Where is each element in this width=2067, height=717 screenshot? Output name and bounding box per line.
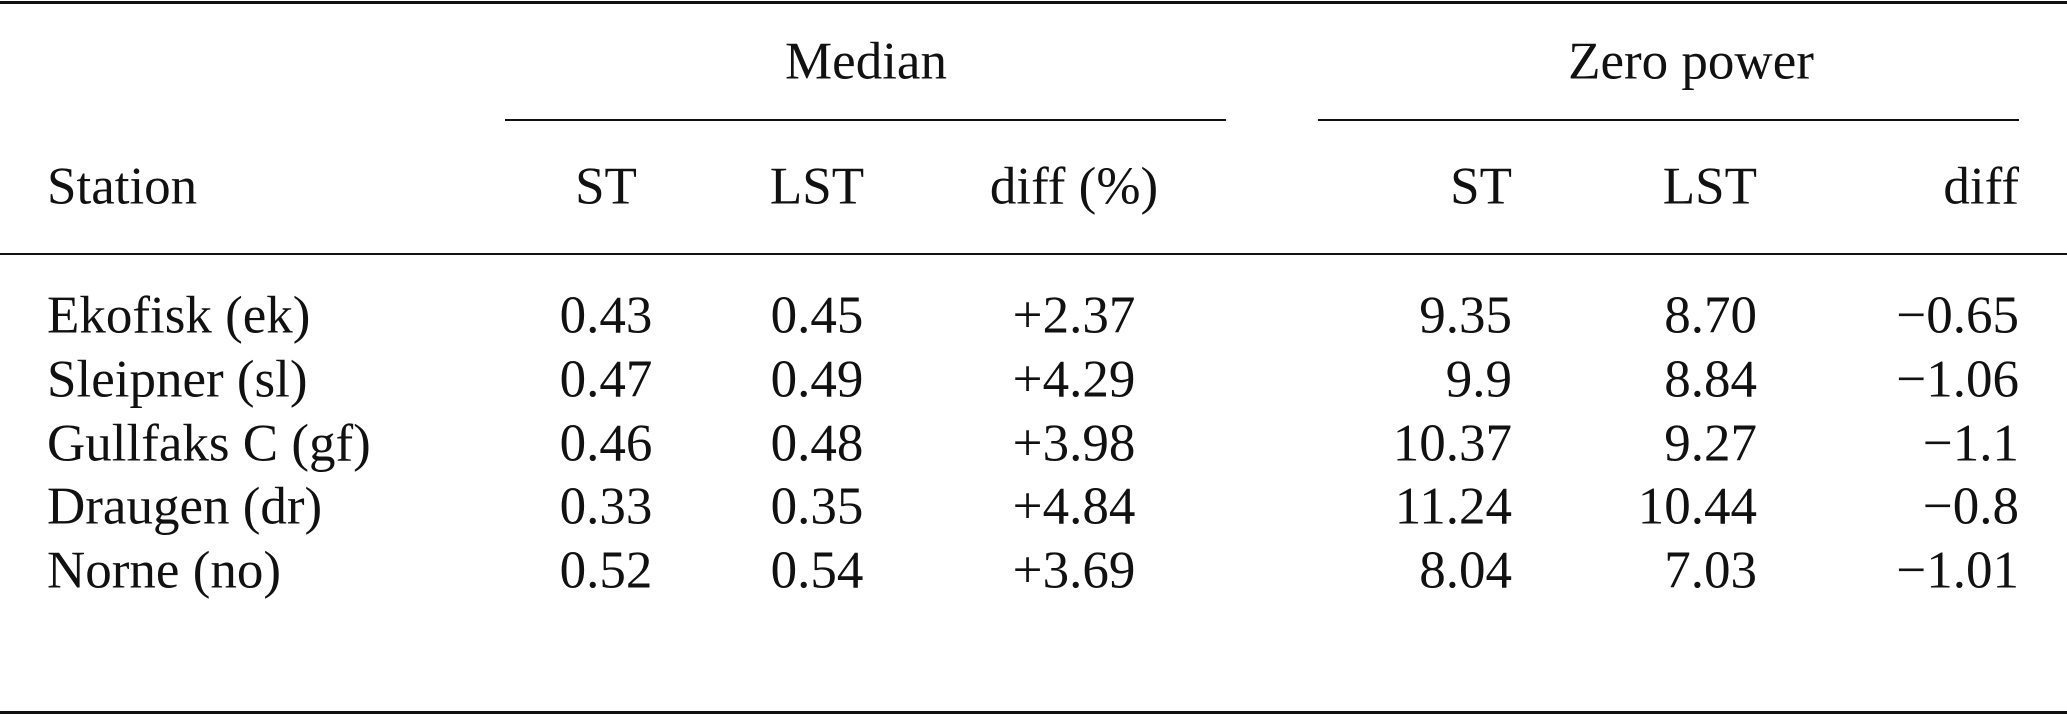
cell-median-lst: 0.35 [770,477,864,536]
cell-median-st: 0.46 [559,414,653,473]
cell-median-lst: 0.45 [770,286,864,345]
cell-zero-power-st: 11.24 [1394,477,1512,536]
column-header-zero-power-diff: diff [1943,157,2019,216]
column-header-median-diff: diff (%) [989,157,1159,216]
cell-zero-power-lst: 7.03 [1664,541,1757,600]
cell-median-lst: 0.54 [770,541,864,600]
cell-median-diff: +2.37 [1012,286,1136,345]
cell-zero-power-diff: −1.01 [1896,541,2019,600]
group-header-zero-power: Zero power [1568,32,1814,91]
cell-zero-power-diff: −0.65 [1896,286,2019,345]
cell-median-diff: +3.98 [1012,414,1136,473]
cell-median-lst: 0.49 [770,350,864,409]
header-rule [0,253,2067,255]
cell-station: Draugen (dr) [47,477,323,536]
cell-zero-power-st: 8.04 [1419,541,1512,600]
column-header-median-lst: LST [769,157,865,216]
cell-median-lst: 0.48 [770,414,864,473]
cell-zero-power-diff: −1.1 [1922,414,2019,473]
cell-zero-power-diff: −0.8 [1922,477,2019,536]
cell-station: Gullfaks C (gf) [47,414,371,473]
cell-zero-power-diff: −1.06 [1896,350,2019,409]
zero-power-cmidrule [1318,119,2019,121]
cell-zero-power-st: 10.37 [1392,414,1512,473]
cell-station: Ekofisk (ek) [47,286,311,345]
cell-median-st: 0.52 [559,541,653,600]
cell-zero-power-lst: 8.70 [1664,286,1757,345]
cell-median-st: 0.33 [559,477,653,536]
cell-median-st: 0.47 [559,350,653,409]
cell-median-diff: +4.29 [1012,350,1136,409]
cell-zero-power-st: 9.9 [1445,350,1512,409]
cell-median-diff: +3.69 [1012,541,1136,600]
column-header-median-st: ST [575,157,637,216]
cell-zero-power-lst: 10.44 [1637,477,1757,536]
top-rule [0,1,2067,4]
column-header-zero-power-st: ST [1450,157,1512,216]
cell-station: Norne (no) [47,541,281,600]
median-cmidrule [505,119,1226,121]
cell-median-diff: +4.84 [1012,477,1136,536]
cell-median-st: 0.43 [559,286,653,345]
cell-zero-power-st: 9.35 [1419,286,1512,345]
cell-zero-power-lst: 8.84 [1664,350,1757,409]
column-header-station: Station [47,157,198,216]
group-header-median: Median [785,32,947,91]
bottom-rule [0,711,2067,714]
cell-station: Sleipner (sl) [47,350,308,409]
column-header-zero-power-lst: LST [1662,157,1757,216]
cell-zero-power-lst: 9.27 [1664,414,1757,473]
